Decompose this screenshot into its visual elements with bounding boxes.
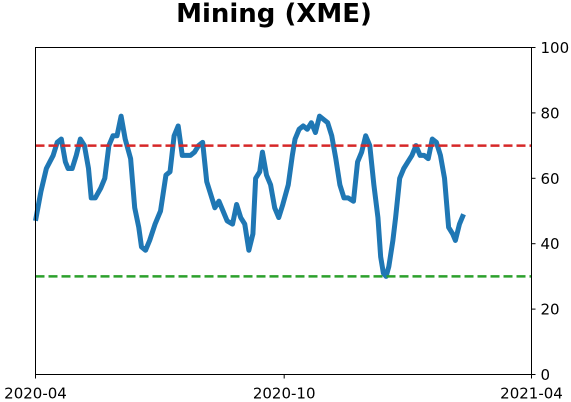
plot-frame xyxy=(35,47,532,375)
y-tick-label: 20 xyxy=(541,301,560,319)
y-tick-label: 40 xyxy=(541,235,560,253)
y-tick-label: 60 xyxy=(541,170,560,188)
chart-title: Mining (XME) xyxy=(176,0,372,29)
y-tick-label: 100 xyxy=(541,39,570,57)
y-tick-label: 0 xyxy=(541,366,551,384)
x-axis: 2020-04 2020-10 2021-04 xyxy=(4,374,563,402)
series-line-0 xyxy=(33,113,466,279)
x-tick-label: 2021-04 xyxy=(500,385,563,402)
x-tick-label: 2020-04 xyxy=(4,385,67,402)
y-tick-label: 80 xyxy=(541,104,560,122)
x-tick-label: 2020-10 xyxy=(253,385,316,402)
y-axis: 0 20 40 60 80 100 xyxy=(531,39,570,384)
plot-area xyxy=(33,113,532,279)
